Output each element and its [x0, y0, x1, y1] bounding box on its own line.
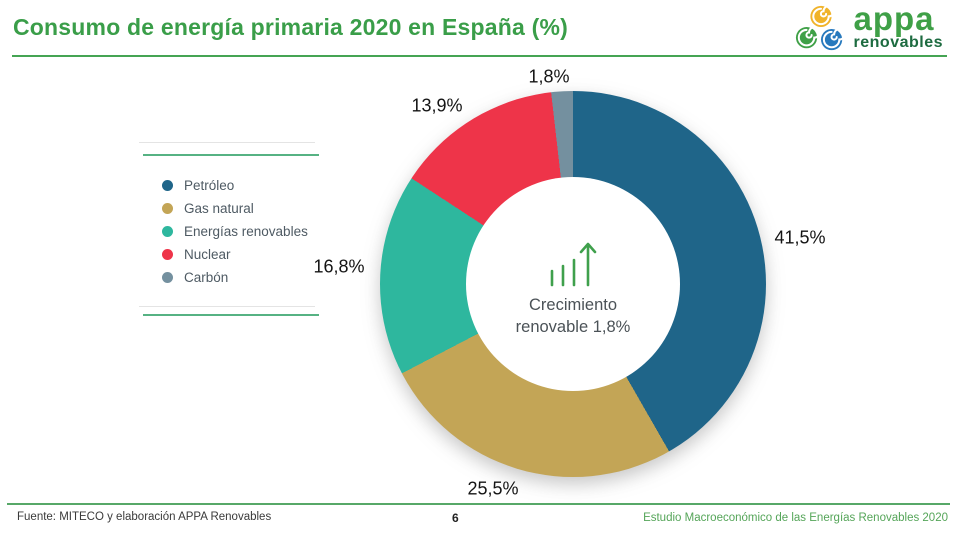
footer-report-title: Estudio Macroeconómico de las Energías R…: [643, 512, 948, 524]
legend-label: Gas natural: [184, 201, 254, 216]
slice-label-carbon: 1,8%: [528, 66, 570, 87]
legend-dot-energias-renovables: [162, 226, 173, 237]
page-number: 6: [452, 511, 459, 525]
legend-item-gas-natural: Gas natural: [162, 201, 308, 216]
slice-label-nuclear: 13,9%: [411, 95, 463, 116]
legend-label: Carbón: [184, 270, 229, 285]
center-text-line1: Crecimiento: [528, 295, 618, 314]
footer-divider: [7, 503, 950, 505]
logo-subtitle: renovables: [853, 34, 943, 52]
legend-divider-light-bottom: [139, 306, 315, 307]
appa-swirl-icon: [795, 5, 846, 51]
page-title: Consumo de energía primaria 2020 en Espa…: [13, 14, 568, 40]
legend-item-petroleo: Petróleo: [162, 178, 308, 193]
donut-center: Crecimiento renovable 1,8%: [466, 177, 680, 391]
legend-dot-nuclear: [162, 249, 173, 260]
legend-label: Petróleo: [184, 178, 235, 193]
legend-label: Energías renovables: [184, 224, 308, 239]
legend-divider-light-top: [139, 142, 315, 143]
slice-label-energias-renovables: 16,8%: [313, 256, 365, 277]
chart-legend: Petróleo Gas natural Energías renovables…: [162, 178, 308, 285]
legend-divider-top: [143, 154, 319, 156]
appa-logo: appa renovables: [794, 0, 943, 53]
donut-chart: Crecimiento renovable 1,8%: [380, 91, 766, 477]
legend-divider-bottom: [143, 314, 319, 316]
legend-dot-carbon: [162, 272, 173, 283]
logo-wordmark: appa: [853, 0, 935, 37]
legend-item-nuclear: Nuclear: [162, 247, 308, 262]
slice-label-petroleo: 41,5%: [774, 227, 826, 248]
footer-source: Fuente: MITECO y elaboración APPA Renova…: [17, 511, 272, 523]
legend-item-carbon: Carbón: [162, 270, 308, 285]
legend-dot-gas-natural: [162, 203, 173, 214]
legend-dot-petroleo: [162, 180, 173, 191]
legend-label: Nuclear: [184, 247, 231, 262]
slice-label-gas-natural: 25,5%: [467, 478, 519, 499]
title-divider: [12, 55, 947, 57]
center-text-line2: renovable 1,8%: [515, 317, 631, 336]
growth-bars-arrow-icon: [550, 242, 597, 287]
legend-item-energias-renovables: Energías renovables: [162, 224, 308, 239]
